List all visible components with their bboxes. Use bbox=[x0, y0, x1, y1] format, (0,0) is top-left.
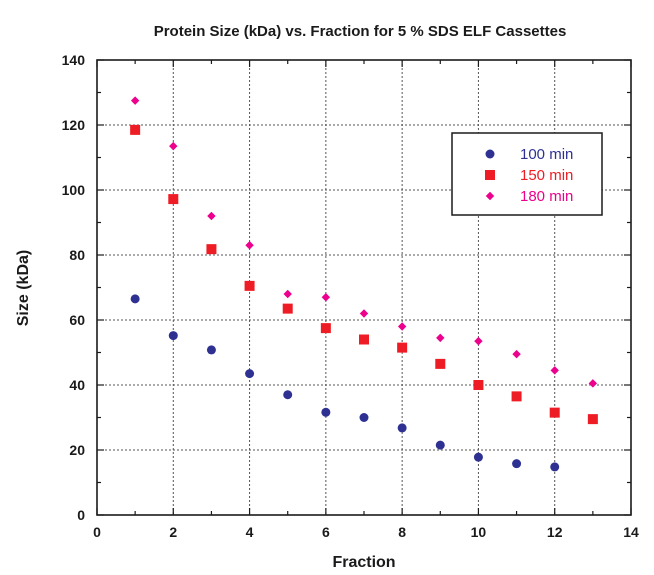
data-point bbox=[550, 462, 560, 472]
data-point bbox=[283, 390, 293, 400]
legend-marker bbox=[485, 170, 495, 180]
y-tick-label: 40 bbox=[69, 377, 85, 393]
y-tick-label: 100 bbox=[62, 182, 86, 198]
data-point bbox=[397, 322, 407, 331]
y-axis-label: Size (kDa) bbox=[15, 250, 32, 326]
data-point bbox=[283, 289, 292, 299]
data-point bbox=[130, 96, 140, 105]
data-point bbox=[206, 345, 216, 355]
series-150-min bbox=[130, 124, 598, 425]
data-point bbox=[473, 452, 483, 462]
data-points bbox=[130, 96, 598, 472]
legend-label: 150 min bbox=[520, 167, 573, 184]
data-point bbox=[397, 423, 407, 433]
legend-marker bbox=[485, 191, 495, 201]
data-point bbox=[435, 440, 445, 450]
x-tick-label: 0 bbox=[93, 524, 101, 540]
data-point bbox=[245, 369, 255, 379]
legend-box bbox=[451, 132, 603, 216]
data-point bbox=[244, 280, 255, 291]
data-point bbox=[321, 407, 331, 417]
data-point bbox=[359, 309, 369, 318]
grid-lines bbox=[97, 60, 631, 515]
data-point bbox=[207, 211, 216, 221]
data-point bbox=[130, 124, 141, 135]
x-tick-label: 6 bbox=[322, 524, 330, 540]
data-point bbox=[549, 407, 560, 418]
x-tick-label: 12 bbox=[547, 524, 563, 540]
series-100-min bbox=[130, 294, 560, 472]
y-tick-label: 0 bbox=[77, 507, 85, 523]
data-point bbox=[550, 366, 559, 375]
data-point bbox=[511, 391, 522, 402]
x-tick-label: 10 bbox=[471, 524, 487, 540]
data-point bbox=[473, 380, 484, 390]
x-tick-label: 4 bbox=[246, 524, 254, 540]
y-tick-label: 140 bbox=[62, 52, 86, 68]
x-axis-label: Fraction bbox=[332, 554, 395, 571]
data-point bbox=[587, 414, 598, 425]
x-tick-label: 8 bbox=[398, 524, 406, 540]
data-point bbox=[474, 336, 483, 346]
y-tick-label: 120 bbox=[62, 117, 86, 133]
y-tick-label: 20 bbox=[69, 442, 85, 458]
data-point bbox=[588, 379, 598, 388]
data-point bbox=[397, 342, 408, 353]
data-point bbox=[320, 323, 331, 334]
legend-marker bbox=[485, 149, 495, 159]
data-point bbox=[435, 358, 446, 369]
chart-title: Protein Size (kDa) vs. Fraction for 5 % … bbox=[154, 23, 567, 40]
x-tick-label: 14 bbox=[623, 524, 639, 540]
plot-frame bbox=[96, 59, 632, 516]
data-point bbox=[130, 294, 140, 304]
data-point bbox=[168, 331, 178, 341]
y-tick-label: 60 bbox=[69, 312, 85, 328]
data-point bbox=[359, 413, 369, 422]
x-tick-label: 2 bbox=[169, 524, 177, 540]
legend: 100 min 150 min 180 min bbox=[451, 132, 603, 216]
data-point bbox=[168, 194, 179, 205]
legend-label: 180 min bbox=[520, 188, 573, 205]
data-point bbox=[512, 459, 522, 469]
data-point bbox=[359, 334, 369, 345]
data-point bbox=[245, 241, 254, 250]
data-point bbox=[206, 244, 217, 255]
legend-label: 100 min bbox=[520, 146, 573, 163]
y-tick-label: 80 bbox=[69, 247, 85, 263]
data-point bbox=[282, 303, 293, 314]
data-point bbox=[169, 141, 178, 151]
data-point bbox=[512, 349, 521, 359]
data-point bbox=[321, 293, 331, 302]
data-point bbox=[436, 333, 445, 343]
series-180-min bbox=[130, 96, 598, 388]
